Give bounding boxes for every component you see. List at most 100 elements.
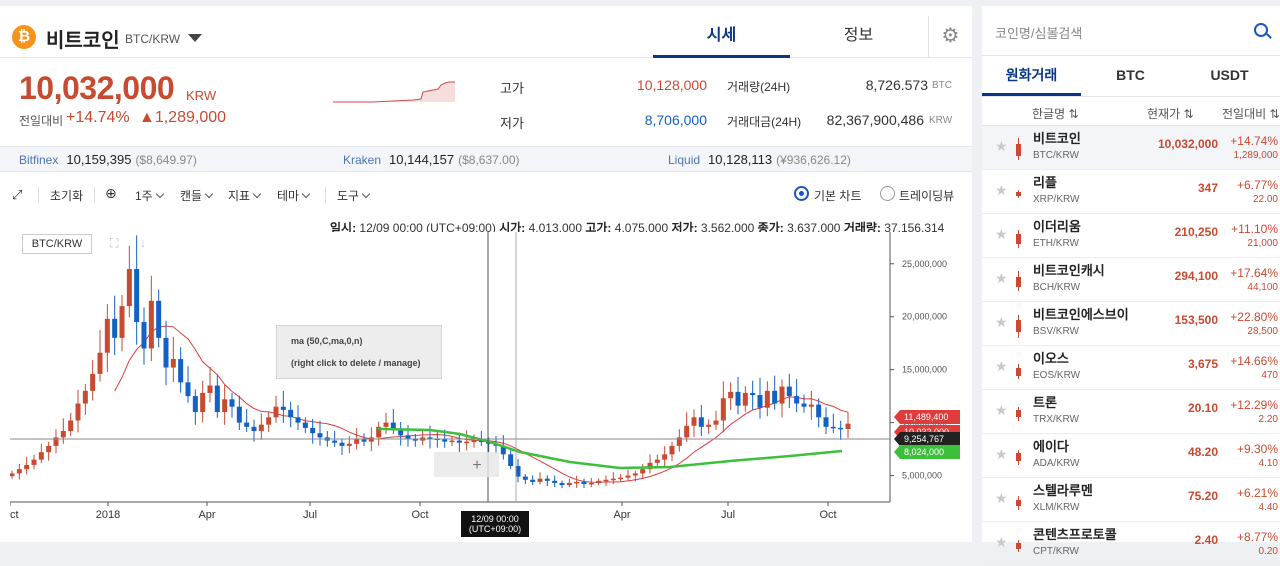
volume-label: 거래량(24H)	[727, 80, 791, 94]
star-icon[interactable]: ★	[995, 534, 1008, 550]
coin-pair[interactable]: BTC/KRW	[125, 32, 181, 46]
candle-body	[625, 475, 631, 478]
coin-row[interactable]: ★ 이오스 EOS/KRW 3,675 +14.66% 470	[982, 346, 1280, 390]
candle-body	[684, 425, 690, 438]
coin-change-pct: +14.66%	[1230, 354, 1278, 368]
chevron-down-icon	[361, 189, 371, 199]
tab-btc-market[interactable]: BTC	[1116, 67, 1145, 83]
volume-value: 8,726.573	[865, 77, 928, 93]
date-label: 일시:	[330, 221, 357, 235]
coin-row[interactable]: ★ 비트코인에스브이 BSV/KRW 153,500 +22.80% 28,500	[982, 302, 1280, 346]
tools-dropdown[interactable]: 도구	[337, 187, 371, 204]
candle-dropdown[interactable]: 캔들	[180, 187, 214, 204]
candle-body	[266, 417, 272, 425]
coin-row[interactable]: ★ 에이다 ADA/KRW 48.20 +9.30% 4.10	[982, 434, 1280, 478]
candle-body	[178, 359, 184, 383]
indicator-dropdown[interactable]: 지표	[228, 187, 262, 204]
candle-body	[302, 422, 308, 428]
tradingview-label[interactable]: 트레이딩뷰	[899, 189, 955, 203]
indicator-tooltip: ma (50,C,ma,0,n) (right click to delete …	[276, 325, 442, 379]
candle-body	[398, 428, 404, 436]
coin-row[interactable]: ★ 비트코인 BTC/KRW 10,032,000 +14.74% 1,289,000	[982, 126, 1280, 170]
candle-body	[156, 300, 162, 338]
star-icon[interactable]: ★	[995, 490, 1008, 506]
star-icon[interactable]: ★	[995, 314, 1008, 330]
coin-change-pct: +9.30%	[1236, 442, 1278, 456]
candle-body	[720, 398, 726, 421]
star-icon[interactable]: ★	[995, 226, 1008, 242]
exchange-value: 10,144,157	[389, 152, 455, 167]
expand-icon[interactable]: ⤢	[12, 187, 23, 202]
chevron-down-icon	[301, 189, 311, 199]
candle-body	[60, 431, 66, 438]
search-box[interactable]: 코인명/심볼검색	[982, 6, 1280, 56]
coin-change-pct: +6.21%	[1236, 486, 1278, 500]
candle-body	[288, 409, 294, 418]
coin-row[interactable]: ★ 트론 TRX/KRW 20.10 +12.29% 2.20	[982, 390, 1280, 434]
candle-body	[500, 445, 506, 455]
close-value: 3,637,000	[787, 221, 841, 235]
coin-price: 210,250	[1174, 225, 1218, 239]
candle-body	[24, 464, 30, 470]
candle-body	[559, 482, 565, 486]
star-icon[interactable]: ★	[995, 446, 1008, 462]
basic-chart-label[interactable]: 기본 차트	[814, 189, 862, 203]
fullscreen-icon[interactable]: ⛶	[110, 236, 119, 250]
ma-long-line	[377, 427, 843, 470]
coin-row[interactable]: ★ 스텔라루멘 XLM/KRW 75.20 +6.21% 4.40	[982, 478, 1280, 522]
coin-row[interactable]: ★ 콘텐츠프로토콜 CPT/KRW 2.40 +8.77% 0.20	[982, 522, 1280, 566]
header-name[interactable]: 한글명 ⇅	[1032, 107, 1079, 121]
star-icon[interactable]: ★	[995, 138, 1008, 154]
interval-dropdown[interactable]: 1주	[135, 187, 164, 204]
globe-icon[interactable]: ⊕	[105, 185, 117, 201]
trade-amount-value: 82,367,900,486	[826, 112, 924, 128]
exchange-bitfinex: Bitfinex 10,159,395 ($8,649.97)	[19, 152, 197, 167]
candle-body	[427, 437, 433, 439]
candle-body	[574, 481, 580, 484]
theme-dropdown[interactable]: 테마	[277, 187, 311, 204]
coin-row[interactable]: ★ 리플 XRP/KRW 347 +6.77% 22.00	[982, 170, 1280, 214]
reset-button[interactable]: 초기화	[50, 189, 84, 203]
tab-usdt-market[interactable]: USDT	[1210, 67, 1249, 83]
header-price[interactable]: 현재가 ⇅	[1147, 107, 1194, 121]
coin-name: 비트코인	[1033, 131, 1081, 146]
search-placeholder[interactable]: 코인명/심볼검색	[995, 26, 1083, 41]
star-icon[interactable]: ★	[995, 358, 1008, 374]
exchange-value: 10,128,113	[708, 152, 773, 167]
gear-icon[interactable]: ⚙	[928, 16, 972, 58]
tab-krw-market[interactable]: 원화거래	[982, 56, 1081, 96]
candle-body	[368, 437, 374, 442]
candle-body	[691, 417, 697, 426]
caret-down-icon[interactable]	[188, 34, 202, 42]
candle-body	[449, 440, 455, 443]
exchange-kraken: Kraken 10,144,157 ($8,637.00)	[343, 152, 520, 167]
tradingview-radio[interactable]	[880, 186, 895, 201]
candle-body	[141, 322, 147, 349]
y-tick-label: 25,000,000	[902, 259, 947, 269]
arrow-down-icon[interactable]: ↓	[140, 236, 146, 250]
candle-body	[16, 469, 22, 474]
search-icon[interactable]	[1254, 23, 1268, 37]
coin-row[interactable]: ★ 이더리움 ETH/KRW 210,250 +11.10% 21,000	[982, 214, 1280, 258]
candle-body	[464, 441, 470, 444]
candle-body	[442, 439, 448, 442]
star-icon[interactable]: ★	[995, 270, 1008, 286]
tab-info[interactable]: 정보	[843, 27, 874, 44]
star-icon[interactable]: ★	[995, 402, 1008, 418]
coin-row[interactable]: ★ 비트코인캐시 BCH/KRW 294,100 +17.64% 44,100	[982, 258, 1280, 302]
star-icon[interactable]: ★	[995, 182, 1008, 198]
candle-body	[134, 269, 140, 322]
coin-change-amt: 44,100	[1247, 282, 1278, 293]
basic-chart-radio[interactable]	[794, 186, 809, 201]
candle-body	[662, 454, 668, 460]
header-change[interactable]: 전일대비 ⇅	[1222, 107, 1280, 121]
price-chart[interactable]: 5,000,00010,000,00015,000,00020,000,0002…	[10, 232, 960, 542]
candle-body	[640, 469, 646, 474]
coin-name[interactable]: 비트코인	[46, 30, 120, 52]
y-tick-label: 5,000,000	[902, 471, 942, 481]
price-tag-label: 9,254,767	[904, 434, 944, 444]
ohlc-readout: 일시: 12/09 00:00 (UTC+09:00) 시가: 4,013,00…	[330, 219, 944, 236]
tab-quote[interactable]: 시세	[653, 16, 790, 58]
divider	[94, 187, 95, 203]
coin-change-amt: 4.40	[1258, 502, 1278, 513]
